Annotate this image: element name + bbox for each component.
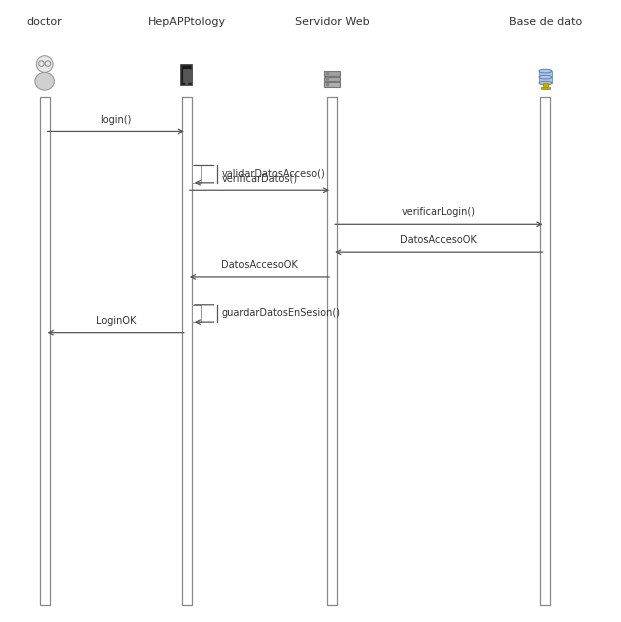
Bar (540, 98, 550, 605)
Bar (543, 83, 548, 88)
Text: DatosAccesoOK: DatosAccesoOK (401, 235, 477, 245)
Circle shape (327, 72, 329, 75)
Text: LoginOK: LoginOK (96, 316, 136, 326)
Ellipse shape (539, 75, 552, 79)
Text: verificarLogin(): verificarLogin() (402, 208, 476, 218)
Circle shape (186, 83, 188, 85)
Bar (324, 71, 340, 76)
Bar (192, 305, 201, 322)
Bar (324, 77, 340, 81)
Bar (539, 71, 552, 83)
Text: guardarDatosEnSesion(): guardarDatosEnSesion() (222, 308, 340, 318)
Bar (327, 98, 337, 605)
Bar (182, 98, 192, 605)
Text: validarDatosAcceso(): validarDatosAcceso() (222, 169, 325, 179)
Bar (183, 69, 191, 82)
Bar (40, 98, 50, 605)
Ellipse shape (539, 81, 552, 85)
Ellipse shape (35, 72, 55, 90)
Bar (324, 82, 340, 87)
Circle shape (36, 56, 53, 72)
Bar (542, 87, 550, 89)
Bar (192, 165, 201, 183)
Text: Servidor Web: Servidor Web (295, 17, 369, 27)
Circle shape (327, 83, 329, 86)
Text: DatosAccesoOK: DatosAccesoOK (221, 260, 298, 270)
Circle shape (327, 78, 329, 80)
Text: Base de dato: Base de dato (509, 17, 582, 27)
Text: verificarDatos(): verificarDatos() (222, 174, 297, 183)
Bar (181, 65, 193, 85)
Text: HepAPPtology: HepAPPtology (148, 17, 226, 27)
Text: login(): login() (100, 114, 132, 124)
Ellipse shape (539, 69, 552, 73)
Text: doctor: doctor (27, 17, 63, 27)
